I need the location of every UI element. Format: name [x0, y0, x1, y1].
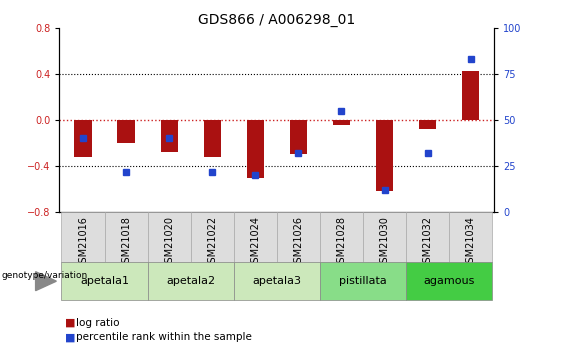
- Text: GSM21020: GSM21020: [164, 216, 174, 269]
- Text: GSM21032: GSM21032: [423, 216, 433, 269]
- Bar: [449, 212, 492, 262]
- Bar: [406, 212, 449, 262]
- Bar: [419, 120, 436, 129]
- Bar: [247, 120, 264, 178]
- Text: apetala1: apetala1: [80, 276, 129, 286]
- Bar: [147, 212, 191, 262]
- Text: genotype/variation: genotype/variation: [2, 271, 88, 280]
- Text: GSM21030: GSM21030: [380, 216, 389, 269]
- Text: GSM21034: GSM21034: [466, 216, 476, 269]
- Bar: [191, 212, 234, 262]
- Bar: [462, 71, 479, 120]
- Bar: [290, 120, 307, 155]
- Bar: [277, 212, 320, 262]
- Bar: [333, 120, 350, 125]
- Bar: [105, 212, 147, 262]
- Text: apetala3: apetala3: [253, 276, 301, 286]
- Text: ■: ■: [65, 333, 76, 342]
- Bar: [320, 262, 406, 300]
- Bar: [62, 212, 105, 262]
- Title: GDS866 / A006298_01: GDS866 / A006298_01: [198, 12, 355, 27]
- Bar: [234, 212, 277, 262]
- Text: GSM21022: GSM21022: [207, 216, 217, 269]
- Bar: [406, 262, 492, 300]
- Bar: [75, 120, 92, 157]
- Text: GSM21026: GSM21026: [293, 216, 303, 269]
- Bar: [234, 262, 320, 300]
- Text: ■: ■: [65, 318, 76, 327]
- Text: apetala2: apetala2: [166, 276, 215, 286]
- Bar: [376, 120, 393, 191]
- Text: agamous: agamous: [423, 276, 475, 286]
- Bar: [62, 262, 147, 300]
- Bar: [160, 120, 178, 152]
- Bar: [320, 212, 363, 262]
- Text: GSM21016: GSM21016: [78, 216, 88, 269]
- Bar: [118, 120, 134, 143]
- Text: log ratio: log ratio: [76, 318, 120, 327]
- Polygon shape: [36, 272, 56, 290]
- Bar: [363, 212, 406, 262]
- Text: percentile rank within the sample: percentile rank within the sample: [76, 333, 252, 342]
- Bar: [147, 262, 234, 300]
- Text: GSM21028: GSM21028: [337, 216, 346, 269]
- Bar: [203, 120, 221, 157]
- Text: pistillata: pistillata: [339, 276, 387, 286]
- Text: GSM21018: GSM21018: [121, 216, 131, 269]
- Text: GSM21024: GSM21024: [250, 216, 260, 269]
